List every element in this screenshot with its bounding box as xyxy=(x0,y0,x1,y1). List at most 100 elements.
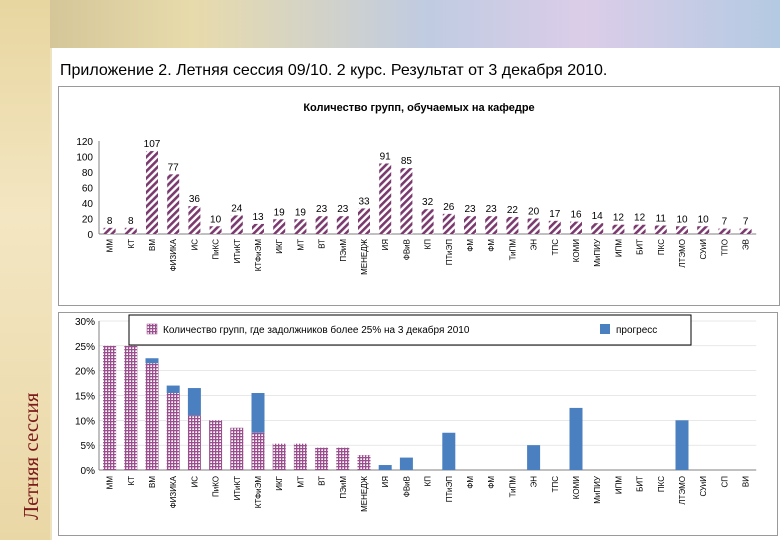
chart1-y-tick: 40 xyxy=(82,199,94,210)
chart2-bar-progress xyxy=(167,386,180,393)
chart1-x-tick: ФИЗИКА xyxy=(169,238,178,271)
chart1-bar xyxy=(316,216,328,234)
chart1-x-tick: ИКГ xyxy=(275,238,284,253)
side-title: Летняя сессия xyxy=(19,393,44,520)
chart2-bar-debtors xyxy=(358,455,371,470)
chart2-x-tick: ТПС xyxy=(551,476,560,493)
chart1-data-label: 23 xyxy=(464,204,476,215)
chart2-bar-debtors xyxy=(167,393,180,470)
chart1-bar xyxy=(464,216,476,234)
chart2-bar-debtors xyxy=(188,415,201,470)
chart1-bar xyxy=(676,226,688,234)
chart1-x-tick: ПКС xyxy=(657,239,666,255)
chart1-x-tick: МиПИУ xyxy=(593,238,602,267)
chart1-data-label: 24 xyxy=(231,203,243,214)
chart1-bar xyxy=(655,225,667,234)
chart1-data-label: 8 xyxy=(107,216,113,227)
chart2-x-tick: БИТ xyxy=(636,476,645,492)
chart1-bar xyxy=(443,214,455,234)
chart2-x-tick: ИЯ xyxy=(381,476,390,488)
chart1-data-label: 91 xyxy=(380,151,392,162)
chart2-x-tick: ПиКО xyxy=(212,476,221,497)
chart1-x-tick: МТ xyxy=(296,239,305,251)
chart1-bar xyxy=(570,222,582,234)
chart2-bar-debtors xyxy=(146,363,159,470)
chart2-legend-swatch-progress xyxy=(600,324,610,334)
slide-title: Приложение 2. Летняя сессия 09/10. 2 кур… xyxy=(60,62,607,80)
chart2-y-tick: 30% xyxy=(75,317,95,328)
chart1-bar xyxy=(252,224,264,234)
chart2-x-tick: ММ xyxy=(106,476,115,490)
chart1-bar xyxy=(697,226,709,234)
chart2-y-tick: 10% xyxy=(75,416,95,427)
debtors-chart: 30% 25% 20% 15% 10% 5% 0% ММ КТ ВМ ФИЗИКА ИС ПиКО ИТи… xyxy=(58,312,778,536)
chart1-data-label: 23 xyxy=(486,204,498,215)
chart1-title: Количество групп, обучаемых на кафедре xyxy=(303,102,534,114)
chart1-bar xyxy=(337,216,349,234)
chart1-data-label: 33 xyxy=(358,196,370,207)
chart1-x-tick: ПТиЭП xyxy=(445,239,454,266)
chart1-bar xyxy=(612,225,624,234)
chart2-bar-progress xyxy=(146,358,159,363)
groups-chart-svg: Количество групп, обучаемых на кафедре 12… xyxy=(59,87,779,305)
chart1-data-label: 26 xyxy=(443,202,455,213)
chart1-x-tick: ИТиКТ xyxy=(233,239,242,263)
chart1-bar xyxy=(231,215,243,234)
chart1-bar xyxy=(506,217,518,234)
chart2-x-tick: ВТ xyxy=(318,476,327,486)
chart2-bar-debtors xyxy=(209,420,222,470)
chart1-x-tick: ФМ xyxy=(466,239,475,252)
chart1-data-label: 85 xyxy=(401,156,413,167)
chart2-bar-progress xyxy=(527,445,540,470)
chart1-x-tick: ЭВ xyxy=(742,239,751,250)
chart2-x-tick: ЭН xyxy=(530,476,539,488)
chart1-data-label: 10 xyxy=(210,214,222,225)
chart2-x-tick: ПЭиМ xyxy=(339,476,348,499)
chart1-x-tick: ИС xyxy=(190,239,199,251)
chart1-x-tick: ПЭиМ xyxy=(339,239,348,262)
chart1-x-tick: ВТ xyxy=(318,239,327,249)
background-banner xyxy=(0,0,780,48)
chart1-x-tick: ПиКС xyxy=(212,239,221,260)
chart2-x-tick: КТ xyxy=(127,476,136,486)
chart2-x-tick: ТиПМ xyxy=(508,476,517,498)
chart2-x-tick: МТ xyxy=(296,476,305,488)
chart2-y-tick: 20% xyxy=(75,367,95,378)
chart2-bar-debtors xyxy=(315,448,328,470)
chart2-bar-progress xyxy=(400,458,413,470)
chart1-data-label: 22 xyxy=(507,205,519,216)
chart2-x-tick: ФМ xyxy=(487,476,496,489)
chart1-y-tick: 120 xyxy=(76,137,93,148)
chart1-data-label: 17 xyxy=(549,209,561,220)
chart2-bar-debtors xyxy=(124,346,137,470)
chart1-bar xyxy=(591,223,603,234)
chart2-x-tick: ВИ xyxy=(742,476,751,487)
chart1-data-label: 20 xyxy=(528,207,540,218)
chart1-x-tick: ИПМ xyxy=(614,239,623,258)
chart2-bar-debtors xyxy=(336,448,349,470)
chart2-x-tick: ИКГ xyxy=(275,475,284,490)
chart2-bar-progress xyxy=(252,393,265,433)
chart1-y-tick: 100 xyxy=(76,153,93,164)
chart1-bar xyxy=(273,219,285,234)
chart1-bar xyxy=(146,151,158,234)
debtors-chart-svg: 30% 25% 20% 15% 10% 5% 0% ММ КТ ВМ ФИЗИКА ИС ПиКО ИТи… xyxy=(59,313,777,535)
chart2-x-tick: ВМ xyxy=(148,476,157,488)
chart1-data-label: 11 xyxy=(656,213,667,224)
chart1-bar xyxy=(740,229,752,234)
chart2-legend-label-debtors: Количество групп, где задолжников более … xyxy=(163,324,470,336)
chart2-x-tick: ИТиКТ xyxy=(233,476,242,500)
chart1-data-label: 7 xyxy=(743,217,749,228)
chart2-x-tick: СП xyxy=(720,476,729,488)
chart1-x-tick: ФМ xyxy=(487,239,496,252)
chart1-y-tick: 60 xyxy=(82,184,94,195)
chart2-x-tick: КТФиЭМ xyxy=(254,476,263,509)
chart2-x-tick: ИПМ xyxy=(614,476,623,495)
chart2-bar-progress xyxy=(676,420,689,470)
chart2-x-tick: ПТиЭП xyxy=(445,476,454,503)
chart1-bar xyxy=(104,228,116,234)
chart2-y-tick: 5% xyxy=(81,441,96,452)
chart1-y-tick: 20 xyxy=(82,215,94,226)
chart1-data-label: 23 xyxy=(316,204,328,215)
chart1-bar xyxy=(422,209,434,234)
